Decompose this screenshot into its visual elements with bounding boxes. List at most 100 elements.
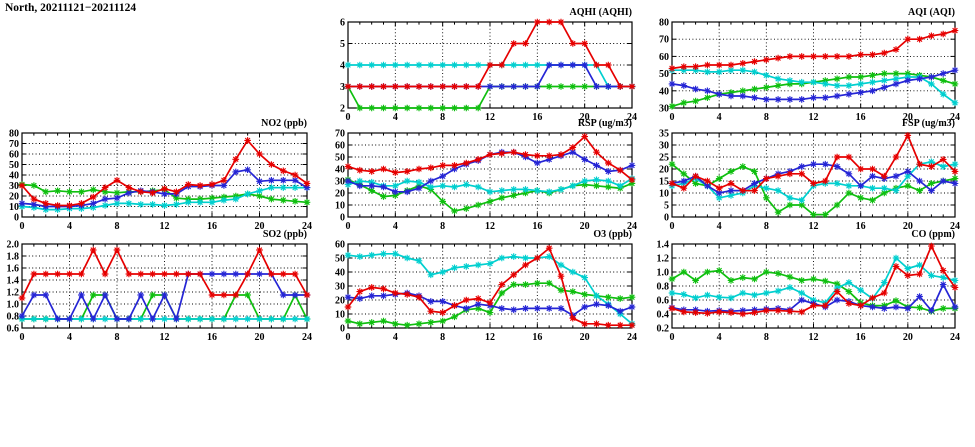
chart-panel-o3: O3 (ppb) 0 4 8 12 16 20 24 0 10 20 30 40 50 60 — [326, 228, 646, 346]
y-axis-labels: 0.2 0.4 0.6 0.8 1.0 1.2 1.4 — [657, 240, 670, 335]
svg-text:12: 12 — [160, 221, 170, 232]
chart-title-aqhi: AQHI (AQHI) — [569, 7, 633, 18]
svg-text:0.6: 0.6 — [657, 296, 670, 307]
x-axis-labels: 0 4 8 12 16 20 24 — [670, 112, 961, 123]
chart-plot-co: 0 4 8 12 16 20 24 0.2 0.4 0.6 0.8 1.0 1.2 1.4 — [657, 240, 961, 344]
svg-text:2.0: 2.0 — [7, 240, 20, 251]
svg-text:20: 20 — [903, 221, 913, 232]
svg-text:4: 4 — [717, 221, 722, 232]
tick-marks — [671, 243, 956, 329]
svg-text:24: 24 — [302, 221, 312, 232]
tick-marks — [671, 132, 956, 218]
svg-text:12: 12 — [809, 332, 819, 343]
svg-text:8: 8 — [764, 112, 769, 123]
series-red — [668, 132, 959, 194]
svg-text:12: 12 — [809, 221, 819, 232]
x-axis-labels: 0 4 8 12 16 20 24 — [670, 332, 961, 343]
svg-text:0.8: 0.8 — [7, 312, 20, 323]
svg-text:20: 20 — [255, 332, 265, 343]
svg-text:35: 35 — [659, 129, 669, 140]
svg-text:40: 40 — [659, 86, 669, 97]
gridlines — [22, 244, 307, 328]
series-red — [18, 246, 311, 302]
svg-text:50: 50 — [9, 160, 19, 171]
svg-text:24: 24 — [627, 112, 637, 123]
chart-panel-no2: NO2 (ppb) 0 4 8 12 16 20 24 0 10 20 30 40 50 60 70 80 — [0, 117, 321, 235]
svg-text:0: 0 — [670, 332, 675, 343]
svg-text:70: 70 — [659, 35, 669, 46]
svg-text:16: 16 — [532, 332, 542, 343]
svg-text:8: 8 — [440, 332, 445, 343]
svg-text:16: 16 — [532, 221, 542, 232]
svg-text:24: 24 — [950, 332, 960, 343]
series-cyan — [668, 66, 959, 107]
page-title: North, 20211121−20211124 — [5, 2, 137, 14]
x-axis-labels: 0 4 8 12 16 20 24 — [20, 221, 313, 232]
svg-text:60: 60 — [9, 150, 19, 161]
series-red — [18, 137, 311, 209]
series-markers-blue — [668, 66, 959, 103]
series-green — [344, 279, 636, 329]
tick-marks — [671, 21, 956, 109]
svg-text:0: 0 — [340, 213, 345, 224]
svg-text:70: 70 — [335, 129, 345, 140]
svg-text:40: 40 — [9, 171, 19, 182]
svg-text:0: 0 — [670, 221, 675, 232]
series-blue — [668, 66, 959, 103]
svg-text:12: 12 — [485, 332, 495, 343]
svg-text:50: 50 — [335, 254, 345, 265]
series-cyan — [344, 250, 636, 328]
chart-plot-aqhi: 0 4 8 12 16 20 24 2 3 4 5 6 — [340, 18, 637, 124]
svg-text:12: 12 — [809, 112, 819, 123]
svg-text:8: 8 — [115, 221, 120, 232]
svg-text:1.0: 1.0 — [657, 268, 670, 279]
svg-text:8: 8 — [115, 332, 120, 343]
svg-text:30: 30 — [659, 104, 669, 115]
svg-text:12: 12 — [160, 332, 170, 343]
x-axis-labels: 0 4 8 12 16 20 24 — [346, 332, 638, 343]
svg-text:16: 16 — [856, 112, 866, 123]
svg-text:1.4: 1.4 — [657, 240, 670, 251]
series-red — [344, 18, 636, 90]
svg-text:0: 0 — [20, 221, 25, 232]
series-markers-green — [344, 279, 636, 329]
chart-panel-co: CO (ppm) 0 4 8 12 16 20 24 0.2 0.4 0.6 0.8 1.0 1.2 1.… — [650, 228, 969, 346]
svg-text:0: 0 — [346, 332, 351, 343]
svg-text:20: 20 — [335, 296, 345, 307]
y-axis-labels: 0.60.81.01.21.41.61.82.0 — [7, 240, 20, 335]
svg-text:60: 60 — [335, 240, 345, 251]
series-markers-red — [668, 242, 959, 318]
svg-text:0: 0 — [664, 213, 669, 224]
svg-text:3: 3 — [340, 82, 345, 93]
svg-text:20: 20 — [9, 192, 19, 203]
gridlines — [348, 133, 632, 217]
x-axis-labels: 0 4 8 12 16 20 24 — [346, 221, 638, 232]
chart-title-co: CO (ppm) — [911, 229, 955, 240]
chart-title-fsp: FSP (ug/m3) — [901, 118, 955, 129]
svg-text:4: 4 — [393, 112, 398, 123]
plot-frame — [21, 243, 308, 329]
svg-text:0.8: 0.8 — [657, 282, 670, 293]
svg-text:5: 5 — [340, 39, 345, 50]
y-axis-labels: 0 10 20 30 40 50 60 — [335, 240, 345, 335]
gridlines — [348, 22, 632, 108]
chart-panel-fsp: FSP (ug/m3) 0 4 8 12 16 20 24 0 5 10 15 20 25 30 35 — [650, 117, 969, 235]
chart-title-so2: SO2 (ppb) — [262, 229, 307, 240]
svg-text:30: 30 — [9, 181, 19, 192]
svg-text:1.2: 1.2 — [7, 288, 20, 299]
svg-text:10: 10 — [335, 310, 345, 321]
svg-text:70: 70 — [9, 139, 19, 150]
svg-text:24: 24 — [950, 221, 960, 232]
gridlines — [672, 244, 955, 328]
svg-text:4: 4 — [717, 332, 722, 343]
svg-text:10: 10 — [335, 201, 345, 212]
svg-text:16: 16 — [532, 112, 542, 123]
series-markers-red — [344, 18, 636, 90]
series-markers-red — [18, 137, 311, 209]
svg-text:20: 20 — [255, 221, 265, 232]
